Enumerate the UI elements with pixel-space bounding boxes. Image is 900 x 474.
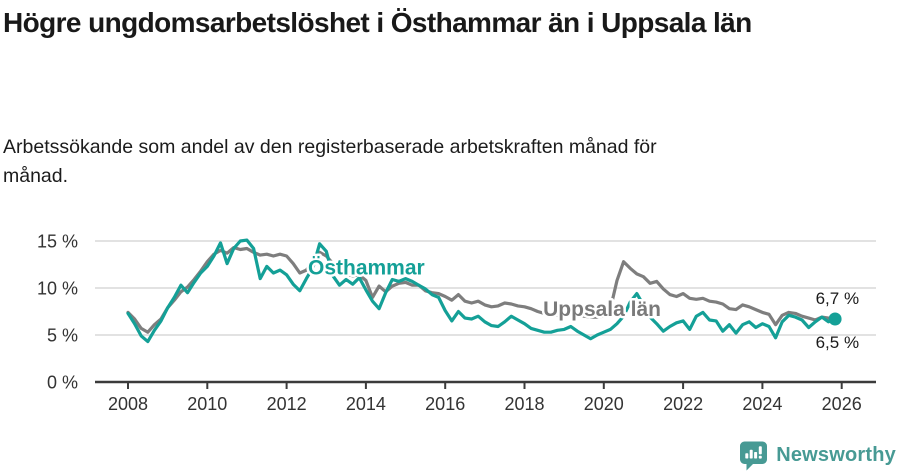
x-axis-tick-label: 2024: [742, 394, 782, 414]
uppsala-lan-end-value-label: 6,5 %: [816, 333, 859, 352]
newsworthy-bubble: [740, 441, 768, 470]
y-axis-tick-label: 10 %: [37, 279, 78, 299]
x-axis-tick-label: 2026: [822, 394, 862, 414]
logo-exclamation-dot: [758, 455, 762, 459]
newsworthy-icon: [740, 441, 768, 470]
x-axis-tick-label: 2008: [108, 394, 148, 414]
uppsala-lan-series-label: Uppsala län: [543, 298, 661, 321]
x-axis-tick-label: 2014: [346, 394, 386, 414]
x-axis-tick-label: 2010: [187, 394, 227, 414]
osthammar-end-dot: [828, 312, 842, 326]
x-axis-tick-label: 2016: [425, 394, 465, 414]
x-axis-tick-label: 2018: [504, 394, 544, 414]
osthammar-series-label: Östhammar: [308, 256, 425, 279]
y-axis-tick-label: 0 %: [47, 373, 78, 393]
osthammar-line: [126, 238, 837, 344]
logo-exclamation-stem: [758, 445, 762, 454]
line-chart: 2008 2010 2012 2014 2016 2018 2020 2022 2024 2026…: [37, 232, 876, 414]
chart-title: Högre ungdomsarbetslöshet i Östhammar än…: [3, 7, 752, 38]
newsworthy-logo[interactable]: Newsworthy: [739, 438, 896, 472]
y-axis-tick-label: 5 %: [47, 326, 78, 346]
logo-bar-3: [754, 451, 758, 458]
uppsala-lan-line: [126, 246, 837, 334]
y-axis-tick-label: 15 %: [37, 232, 78, 252]
newsworthy-wordmark: Newsworthy: [776, 443, 896, 466]
x-axis-tick-label: 2020: [584, 394, 624, 414]
logo-bar-1: [745, 452, 749, 458]
chart-subtitle: Arbetssökande som andel av den registerb…: [3, 136, 657, 188]
logo-bar-2: [749, 449, 753, 458]
osthammar-end-value-label: 6,7 %: [816, 289, 859, 308]
x-axis-tick-label: 2012: [267, 394, 307, 414]
x-axis-tick-label: 2022: [663, 394, 703, 414]
